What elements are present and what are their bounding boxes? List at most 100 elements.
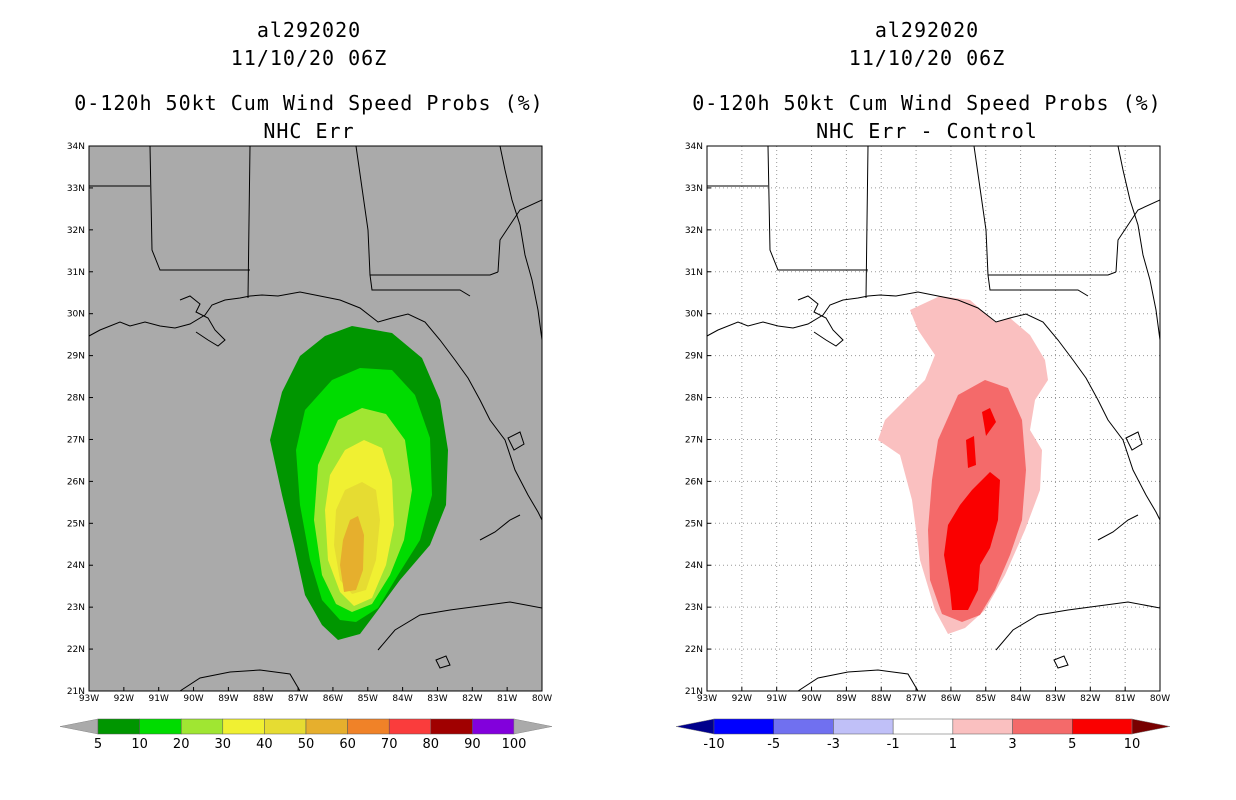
left-lat-label: 28N bbox=[67, 394, 85, 404]
right-florida-keys bbox=[1097, 514, 1139, 541]
right-colorbar-swatch bbox=[833, 718, 894, 735]
left-lat-label: 24N bbox=[67, 561, 85, 571]
left-colorbar-label: 90 bbox=[464, 737, 481, 752]
left-lon-label: 89W bbox=[218, 694, 238, 704]
right-colorbar-under-arrow bbox=[675, 718, 715, 735]
contour-plus-5 bbox=[944, 408, 1000, 610]
right-lat-label: 29N bbox=[685, 352, 703, 362]
right-lon-label: 83W bbox=[1045, 694, 1065, 704]
left-cuba bbox=[377, 601, 542, 651]
left-lon-label: 84W bbox=[392, 694, 412, 704]
right-colorbar-swatch bbox=[952, 718, 1013, 735]
left-colorbar-swatch bbox=[180, 718, 224, 735]
right-lat-label: 22N bbox=[685, 645, 703, 655]
right-state-borders bbox=[707, 146, 1160, 299]
left-florida-keys bbox=[479, 514, 521, 541]
right-colorbar-label: 5 bbox=[1068, 737, 1076, 752]
right-map-panel: 34N 33N 32N 31N 30N 29N 28N 27N 26N 25N 24N 23N 22N 2… bbox=[685, 142, 1170, 704]
left-lon-label: 88W bbox=[253, 694, 273, 704]
left-colorbar-label: 60 bbox=[339, 737, 356, 752]
left-colorbar-under-arrow bbox=[59, 718, 99, 735]
right-colorbar-swatch bbox=[1072, 718, 1133, 735]
left-subtitle: NHC Err bbox=[263, 119, 355, 143]
right-colorbar-label: -10 bbox=[703, 737, 724, 752]
left-colorbar-swatch bbox=[430, 718, 473, 735]
left-colorbar-label: 5 bbox=[94, 737, 102, 752]
left-florida-lake bbox=[507, 431, 525, 451]
right-difference-contours bbox=[878, 296, 1048, 634]
left-lat-label: 32N bbox=[67, 226, 85, 236]
left-lat-label: 26N bbox=[67, 477, 85, 487]
right-colorbar-label: -1 bbox=[887, 737, 900, 752]
right-lon-label: 80W bbox=[1150, 694, 1170, 704]
right-lat-label: 32N bbox=[685, 226, 703, 236]
left-lat-label: 25N bbox=[67, 519, 85, 529]
left-lat-label: 22N bbox=[67, 645, 85, 655]
right-colorbar-label: -5 bbox=[767, 737, 780, 752]
right-lat-label: 27N bbox=[685, 435, 703, 445]
left-lon-label: 90W bbox=[183, 694, 203, 704]
left-gulf-coastline bbox=[89, 291, 542, 521]
right-colorbar-label: 3 bbox=[1008, 737, 1016, 752]
left-lat-label: 33N bbox=[67, 184, 85, 194]
left-lat-label: 30N bbox=[67, 310, 85, 320]
left-coastlines bbox=[89, 146, 542, 691]
left-lat-label: 23N bbox=[67, 603, 85, 613]
left-louisiana-delta bbox=[179, 295, 226, 347]
right-product-title: 0-120h 50kt Cum Wind Speed Probs (%) bbox=[692, 91, 1162, 115]
right-yucatan bbox=[797, 669, 919, 691]
right-lat-label: 24N bbox=[685, 561, 703, 571]
left-lon-label: 93W bbox=[79, 694, 99, 704]
right-lon-label: 85W bbox=[976, 694, 996, 704]
right-lat-label: 31N bbox=[685, 268, 703, 278]
right-lon-label: 89W bbox=[836, 694, 856, 704]
left-colorbar-swatch bbox=[264, 718, 307, 735]
left-storm-id: al292020 bbox=[256, 18, 362, 42]
left-probability-contours bbox=[270, 326, 448, 640]
left-colorbar-swatch bbox=[472, 718, 515, 735]
right-coastlines bbox=[707, 146, 1160, 691]
right-lon-label: 82W bbox=[1080, 694, 1100, 704]
left-colorbar-swatch bbox=[139, 718, 182, 735]
left-colorbar-label: 70 bbox=[381, 737, 398, 752]
left-map-panel: 34N 33N 32N 31N 30N 29N 28N 27N 26N 25N 24N 23N 22N 2… bbox=[67, 142, 552, 704]
left-colorbar-label: 10 bbox=[131, 737, 148, 752]
left-lon-labels: 93W 92W 91W 90W 89W 88W 87W 86W 85W 84W 83W 82W 81W 8… bbox=[79, 687, 552, 704]
left-datetime: 11/10/20 06Z bbox=[230, 46, 388, 70]
right-lon-label: 90W bbox=[801, 694, 821, 704]
right-lon-label: 93W bbox=[697, 694, 717, 704]
left-colorbar-label: 20 bbox=[173, 737, 190, 752]
right-isle-of-youth bbox=[1053, 655, 1069, 669]
left-colorbar: 5 10 20 30 40 50 60 70 80 90 100 bbox=[59, 718, 553, 752]
right-datetime: 11/10/20 06Z bbox=[848, 46, 1006, 70]
right-colorbar-label: -3 bbox=[827, 737, 840, 752]
left-product-title: 0-120h 50kt Cum Wind Speed Probs (%) bbox=[74, 91, 544, 115]
right-lon-label: 84W bbox=[1010, 694, 1030, 704]
left-colorbar-swatch bbox=[388, 718, 432, 735]
right-lon-label: 86W bbox=[941, 694, 961, 704]
left-colorbar-label: 40 bbox=[256, 737, 273, 752]
left-lon-label: 86W bbox=[323, 694, 343, 704]
left-colorbar-swatch bbox=[305, 718, 348, 735]
left-lon-label: 80W bbox=[532, 694, 552, 704]
left-colorbar-label: 100 bbox=[502, 737, 527, 752]
contour-50 bbox=[340, 516, 364, 592]
left-state-borders bbox=[89, 146, 542, 299]
left-isle-of-youth bbox=[435, 655, 451, 669]
left-lon-label: 91W bbox=[149, 694, 169, 704]
right-subtitle: NHC Err - Control bbox=[816, 119, 1038, 143]
left-lat-labels: 34N 33N 32N 31N 30N 29N 28N 27N 26N 25N 24N 23N 22N 2… bbox=[67, 142, 93, 697]
left-lon-label: 81W bbox=[497, 694, 517, 704]
right-lon-label: 91W bbox=[767, 694, 787, 704]
right-colorbar-label: 10 bbox=[1124, 737, 1141, 752]
right-colorbar-swatch bbox=[1012, 718, 1073, 735]
left-lon-label: 87W bbox=[288, 694, 308, 704]
left-colorbar-label: 80 bbox=[423, 737, 440, 752]
right-louisiana-delta bbox=[797, 295, 844, 347]
right-lon-labels: 93W 92W 91W 90W 89W 88W 87W 86W 85W 84W 83W 82W 81W 8… bbox=[697, 687, 1170, 704]
left-colorbar-label: 50 bbox=[298, 737, 315, 752]
right-lat-label: 28N bbox=[685, 394, 703, 404]
right-lat-label: 26N bbox=[685, 477, 703, 487]
right-lat-label: 30N bbox=[685, 310, 703, 320]
